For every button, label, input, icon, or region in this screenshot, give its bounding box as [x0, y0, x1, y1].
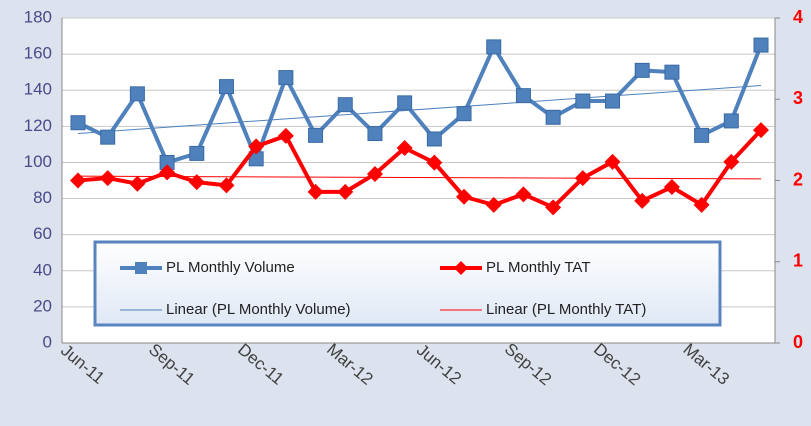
point: [456, 106, 472, 122]
point: [129, 175, 146, 192]
point: [367, 126, 383, 142]
y-tick-label: 60: [33, 224, 52, 243]
point: [248, 138, 265, 155]
legend-label: Linear (PL Monthly Volume): [166, 301, 351, 318]
point: [188, 174, 205, 191]
point: [308, 127, 324, 143]
point: [189, 145, 205, 161]
point: [605, 93, 621, 109]
y-tick-label: 0: [43, 332, 52, 351]
y-tick-label: 100: [24, 152, 52, 171]
point: [456, 188, 473, 205]
y2-tick-label: 1: [793, 251, 803, 271]
point: [694, 127, 710, 143]
y-tick-label: 120: [24, 116, 52, 135]
y-tick-label: 80: [33, 188, 52, 207]
point: [337, 97, 353, 113]
legend-marker: [454, 261, 468, 275]
y2-tick-label: 3: [793, 88, 803, 108]
point: [426, 131, 442, 147]
y-tick-label: 40: [33, 260, 52, 279]
point: [277, 127, 294, 144]
legend-box: [93, 240, 722, 327]
point: [545, 109, 561, 125]
legend-label: PL Monthly TAT: [486, 259, 590, 276]
point: [129, 86, 145, 102]
point: [396, 140, 413, 156]
y2-tick-label: 4: [793, 7, 803, 27]
point: [634, 192, 651, 209]
trendline: [77, 84, 762, 134]
point: [574, 170, 591, 187]
point: [634, 62, 650, 78]
point: [397, 95, 413, 111]
legend-label: PL Monthly Volume: [166, 259, 295, 276]
point: [100, 129, 116, 145]
y2-tick-label: 2: [793, 169, 803, 189]
point: [753, 37, 769, 53]
point: [218, 177, 235, 194]
point: [485, 196, 502, 213]
point: [307, 183, 324, 200]
legend-label: Linear (PL Monthly TAT): [486, 301, 646, 318]
y-tick-label: 140: [24, 80, 52, 99]
point: [575, 93, 591, 109]
point: [366, 166, 383, 182]
point: [159, 164, 176, 181]
y-tick-label: 180: [24, 7, 52, 26]
point: [664, 64, 680, 80]
point: [753, 122, 769, 139]
point: [693, 196, 710, 213]
point: [663, 179, 680, 195]
point: [723, 153, 740, 170]
point: [70, 115, 86, 131]
legend-marker: [135, 262, 147, 274]
point: [278, 70, 294, 86]
point: [218, 79, 234, 95]
y2-tick-label: 0: [793, 332, 803, 352]
point: [70, 172, 86, 189]
point: [515, 186, 532, 203]
point: [545, 199, 562, 216]
y-tick-label: 20: [33, 296, 52, 315]
y-tick-label: 160: [24, 44, 52, 63]
trendline: [77, 175, 762, 180]
point: [99, 170, 116, 187]
point: [426, 154, 443, 171]
point: [604, 153, 621, 170]
point: [486, 39, 502, 55]
point: [723, 113, 739, 129]
point: [515, 88, 531, 104]
point: [337, 183, 354, 200]
